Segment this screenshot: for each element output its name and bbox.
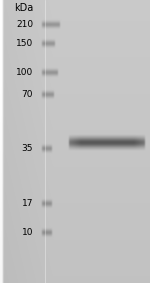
Text: 210: 210 [16, 20, 33, 29]
Text: kDa: kDa [14, 3, 33, 13]
Text: 35: 35 [21, 144, 33, 153]
Text: 10: 10 [21, 228, 33, 237]
Text: 70: 70 [21, 90, 33, 99]
Text: 150: 150 [16, 39, 33, 48]
Text: 100: 100 [16, 68, 33, 77]
Text: 17: 17 [21, 199, 33, 208]
